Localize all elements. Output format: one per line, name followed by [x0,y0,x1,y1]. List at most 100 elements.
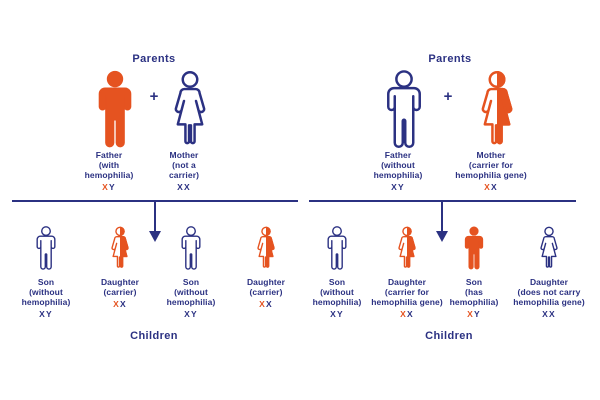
parents-title: Parents [428,53,472,65]
female-figure-half-orange-icon [481,71,513,145]
person-label-line: hemophilia) [84,170,134,180]
children-title: Children [425,330,473,342]
child-column: Son (without hemophilia) XY [287,226,387,319]
chromosome-1: X [542,309,549,319]
female-figure-half-orange-icon [111,226,129,268]
chromosome-2: X [119,299,127,309]
father-column: Father (without hemophilia) XY [354,70,454,192]
children-title: Children [130,330,178,342]
female-figure-outline-navy-icon [540,226,558,268]
chromosome-2: Y [397,182,405,192]
person-label-line: (without [29,287,63,297]
chromosome-2: X [265,299,273,309]
father-column: Father (with hemophilia) XY [65,70,165,192]
male-figure-solid-orange-icon [464,226,484,270]
male-figure-outline-navy-icon [181,226,201,270]
male-figure-outline-navy-icon [387,70,421,148]
person-label-line: (carrier for [468,160,514,170]
chromosomes: XX [101,299,139,309]
person-label-line: hemophilia gene) [455,170,527,180]
child-label: Son (without hemophilia) XY [22,277,71,319]
chromosome-2: X [549,309,556,319]
chromosome-1: X [39,309,46,319]
down-arrow-stem [154,200,156,231]
chromosomes: XX [455,182,527,192]
chromosome-1: X [484,182,491,192]
down-arrow-icon [148,231,161,242]
person-label-line: Son [182,277,200,287]
chromosome-1: X [177,182,184,192]
chromosome-2: Y [473,309,481,319]
chromosomes: XX [513,309,585,319]
chromosome-1: X [113,299,120,309]
person-label-line: Mother [169,150,199,160]
chromosomes: XY [450,309,499,319]
person-label-line: (without [174,287,208,297]
person-label-line: Daughter [100,277,140,287]
down-arrow-icon [435,231,448,242]
person-label-line: Father [384,150,412,160]
mother-label: Mother (not a carrier) XX [169,150,199,192]
person-label-line: (without [320,287,354,297]
female-figure-outline-navy-icon [174,71,206,145]
down-arrow-stem [441,200,443,231]
person-label-line: Daughter [529,277,569,287]
child-column: Daughter (does not carry hemophilia gene… [499,226,599,319]
person-label-line: (not a [172,160,196,170]
chromosomes: XY [22,309,71,319]
chromosome-1: X [102,182,109,192]
child-column: Daughter (carrier for hemophilia gene) X… [357,226,457,319]
chromosome-1: X [184,309,191,319]
chromosome-1: X [259,299,266,309]
child-label: Daughter (does not carry hemophilia gene… [513,277,585,319]
person-label-line: Mother [476,150,506,160]
panel-father-with-hemophilia: Parents Father (with hemophilia) XY + Mo… [0,53,298,342]
person-label-line: hemophilia) [449,297,499,307]
father-label: Father (without hemophilia) XY [374,150,423,192]
chromosomes: XX [169,182,199,192]
chromosomes: XX [371,309,443,319]
chromosome-2: X [183,182,191,192]
person-label-line: (with [98,160,120,170]
chromosome-2: X [491,182,498,192]
child-label: Son (without hemophilia) XY [167,277,216,319]
child-column: Son (without hemophilia) XY [0,226,96,319]
chromosome-2: Y [336,309,344,319]
person-label-line: hemophilia gene) [513,297,585,307]
male-figure-outline-navy-icon [36,226,56,270]
person-label-line: (does not carry [517,287,581,297]
father-label: Father (with hemophilia) XY [85,150,134,192]
female-figure-half-orange-icon [398,226,416,268]
chromosomes: XX [247,299,285,309]
child-label: Daughter (carrier for hemophilia gene) X… [371,277,443,319]
chromosomes: XY [167,309,216,319]
chromosomes: XY [85,182,134,192]
person-label-line: Daughter [387,277,427,287]
chromosomes: XY [313,309,362,319]
chromosome-2: Y [190,309,198,319]
person-label-line: carrier) [168,170,200,180]
chromosome-1: X [330,309,337,319]
panel-mother-carrier: Parents Father (without hemophilia) XY +… [300,0,600,400]
parents-title: Parents [132,53,176,65]
person-label-line: hemophilia) [312,297,362,307]
plus-icon: + [149,88,159,105]
mother-label: Mother (carrier for hemophilia gene) XX [455,150,527,192]
person-label-line: hemophilia) [373,170,423,180]
chromosome-1: X [467,309,474,319]
male-figure-solid-orange-icon [98,70,132,148]
person-label-line: Son [328,277,346,287]
male-figure-outline-navy-icon [327,226,347,270]
person-label-line: (without [381,160,415,170]
person-label-line: hemophilia) [166,297,216,307]
child-column: Son (without hemophilia) XY [141,226,241,319]
person-label-line: Son [465,277,483,287]
person-label-line: hemophilia gene) [371,297,443,307]
child-label: Son (has hemophilia) XY [450,277,499,319]
child-label: Son (without hemophilia) XY [313,277,362,319]
mother-column: Mother (not a carrier) XX [140,70,240,192]
child-label: Daughter (carrier) XX [101,277,139,309]
chromosome-2: Y [45,309,53,319]
mother-column: Mother (carrier for hemophilia gene) XX [447,70,547,192]
